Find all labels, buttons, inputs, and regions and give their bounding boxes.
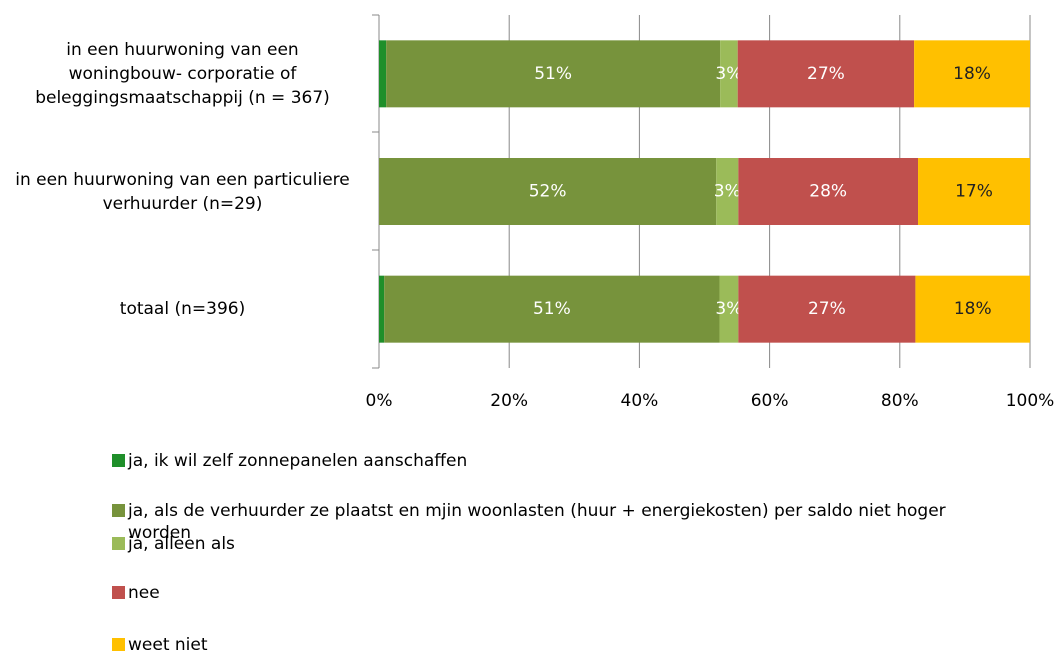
bar-segment [918,158,1030,225]
bar-segment [737,40,915,108]
legend-entry: ja, als de verhuurder ze plaatst en mjin… [112,500,1012,544]
x-tick-label: 100% [1006,391,1055,411]
legend-swatch [112,537,125,550]
x-tick-label: 80% [881,391,919,411]
data-label: 3% [714,182,741,202]
legend-label: ja, als de verhuurder ze plaatst en mjin… [128,501,946,543]
legend-label: weet niet [128,635,208,655]
bar-segment [719,275,739,343]
x-tick-label: 40% [621,391,659,411]
x-tick-label: 20% [490,391,528,411]
legend-swatch [112,454,125,467]
data-label: 18% [953,64,991,84]
bar-segment [379,275,385,343]
bar-segment [379,158,717,225]
y-tick-label: in een huurwoning van een particuliere v… [15,169,350,214]
data-label: 3% [715,299,742,319]
x-tick-label: 60% [751,391,789,411]
bar-segment [914,40,1030,108]
bar-segment [384,275,720,343]
data-label: 51% [534,64,572,84]
legend-entry: nee [112,582,1012,604]
legend-swatch [112,586,125,599]
bar-segment [720,40,738,108]
data-label: 17% [955,182,993,202]
data-label: 52% [529,182,567,202]
bar-segment [379,40,387,108]
data-label: 28% [809,182,847,202]
data-label: 27% [807,64,845,84]
data-label: 27% [808,299,846,319]
legend-label: ja, alleen als [128,534,235,554]
legend-label: nee [128,583,160,603]
legend-label: ja, ik wil zelf zonnepanelen aanschaffen [128,451,468,471]
y-tick-label: in een huurwoning van een woningbouw- co… [35,39,330,108]
bar-segment [738,275,916,343]
legend-entry: ja, ik wil zelf zonnepanelen aanschaffen [112,450,1012,472]
data-label: 3% [715,64,742,84]
x-tick-label: 0% [366,391,393,411]
y-tick-label: totaal (n=396) [119,299,246,320]
data-label: 18% [954,299,992,319]
bar-segment [738,158,919,225]
legend-entry: ja, alleen als [112,533,1012,555]
bar-segment [716,158,739,225]
data-label: 51% [533,299,571,319]
legend-entry: weet niet [112,634,1012,655]
bar-segment [915,275,1030,343]
legend-swatch [112,638,125,651]
legend-swatch [112,504,125,517]
bar-segment [386,40,721,108]
